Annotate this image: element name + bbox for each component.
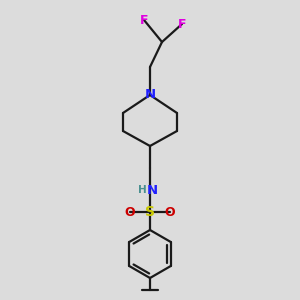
Text: N: N [144, 88, 156, 101]
Text: O: O [125, 206, 135, 218]
Text: F: F [140, 14, 148, 26]
Text: S: S [145, 205, 155, 219]
Text: N: N [146, 184, 158, 196]
Text: F: F [178, 17, 186, 31]
Text: H: H [138, 185, 146, 195]
Text: O: O [165, 206, 175, 218]
